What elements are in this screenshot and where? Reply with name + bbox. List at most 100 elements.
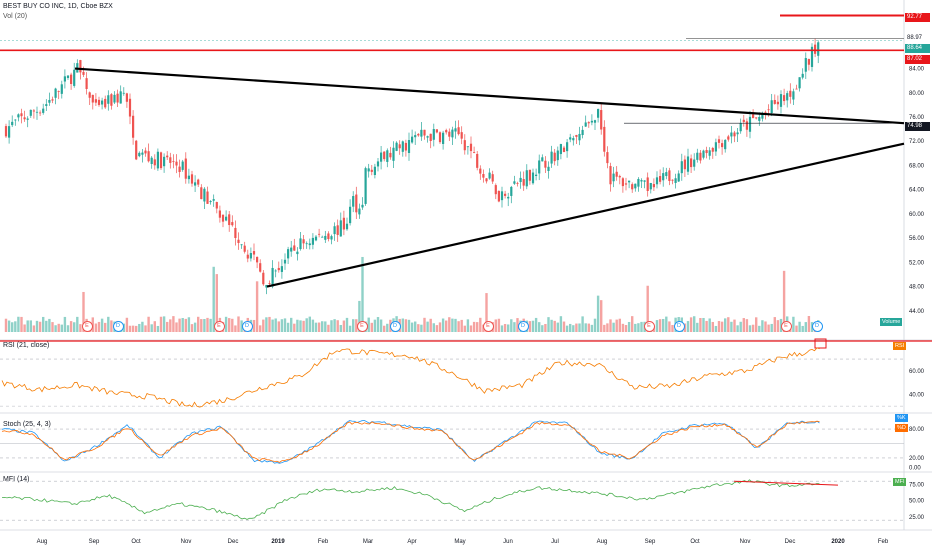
volume-bar [742,318,745,332]
candle-body [345,223,349,230]
mfi-tick-label: 25.00 [909,515,925,521]
candle-body [327,233,330,240]
time-axis-label: Nov [740,539,751,545]
volume-bar [782,270,786,332]
candle-body [742,119,745,122]
volume-bar [342,320,346,332]
price-tick-label: 84.00 [909,67,925,73]
volume-bar [352,319,355,332]
candle-body [94,99,97,103]
earnings-marker-icon[interactable]: E [81,321,93,332]
volume-bar [358,300,361,332]
volume-bar [330,320,333,332]
candle-body [26,118,29,120]
volume-bar [606,323,609,332]
candle-body [228,214,231,226]
volume-bar [255,281,259,332]
volume-bar [308,316,311,332]
volume-bar [404,319,408,332]
volume-bar [600,300,603,332]
candle-body [612,173,615,182]
volume-bar [454,318,457,332]
volume-bar [693,316,696,332]
candle-body [172,161,175,163]
candle-body [395,142,398,151]
candle-body [761,114,764,119]
stoch-series-line [1,420,820,464]
volume-bar [314,322,318,332]
candle-body [116,93,119,103]
volume-bar [770,323,773,332]
candle-body [680,161,683,174]
candle-body [225,216,228,221]
highlight-box [814,338,827,349]
volume-bar [733,319,736,332]
candle-body [541,157,544,162]
volume-bar [479,317,482,332]
candle-body [32,110,35,112]
candle-body [82,71,85,75]
price-tag-92-77: 92.77 [905,13,930,22]
volume-bar [562,321,566,332]
volume-bar [510,319,513,332]
earnings-marker-icon[interactable]: E [643,321,655,332]
candle-body [609,166,612,185]
volume-bar [327,324,330,332]
dividend-marker-icon[interactable]: D [112,321,124,332]
volume-bar [178,318,181,332]
candle-body [420,129,423,137]
volume-bar [469,325,473,332]
volume-bar [801,325,804,332]
candle-body [739,123,742,132]
volume-bar [11,322,14,332]
candle-body [212,199,215,201]
earnings-marker-icon[interactable]: E [780,321,792,332]
dividend-marker-icon[interactable]: D [517,321,529,332]
candle-body [426,136,429,138]
volume-bar [324,321,327,332]
candle-body [429,133,432,142]
volume-bar [767,324,770,332]
volume-bar [658,319,662,332]
candle-body [497,190,500,202]
candle-body [693,159,696,167]
candle-body [624,183,628,185]
candle-body [665,172,668,177]
candle-body [274,270,277,272]
dividend-marker-icon[interactable]: D [389,321,401,332]
volume-bar [414,321,417,332]
earnings-marker-icon[interactable]: E [482,321,494,332]
earnings-marker-icon[interactable]: E [356,321,368,332]
volume-bar [14,321,17,332]
candle-body [287,249,290,259]
stoch-series-line [1,420,820,463]
candle-body [147,151,150,162]
dividend-marker-icon[interactable]: D [811,321,823,332]
candle-body [206,191,209,204]
volume-bar [420,324,423,332]
dividend-marker-icon[interactable]: D [241,321,253,332]
candle-body [792,91,795,100]
volume-bar [773,317,776,332]
candle-body [463,140,466,151]
candle-body [575,134,578,137]
earnings-marker-icon[interactable]: E [213,321,225,332]
candle-body [231,222,234,226]
candle-body [153,159,156,166]
volume-bar [410,322,414,332]
dividend-marker-icon[interactable]: D [673,321,685,332]
volume-bar [445,320,448,332]
volume-bar [51,322,54,332]
candle-body [156,151,159,169]
volume-bar [107,316,110,332]
candle-body [686,156,690,172]
volume-bar [792,316,795,332]
candle-body [91,94,94,103]
volume-bar [265,317,268,332]
candle-body [169,157,172,163]
volume-bar [646,285,649,332]
volume-bar [162,316,166,332]
candle-body [414,135,417,138]
time-axis-label: 2019 [271,539,285,545]
